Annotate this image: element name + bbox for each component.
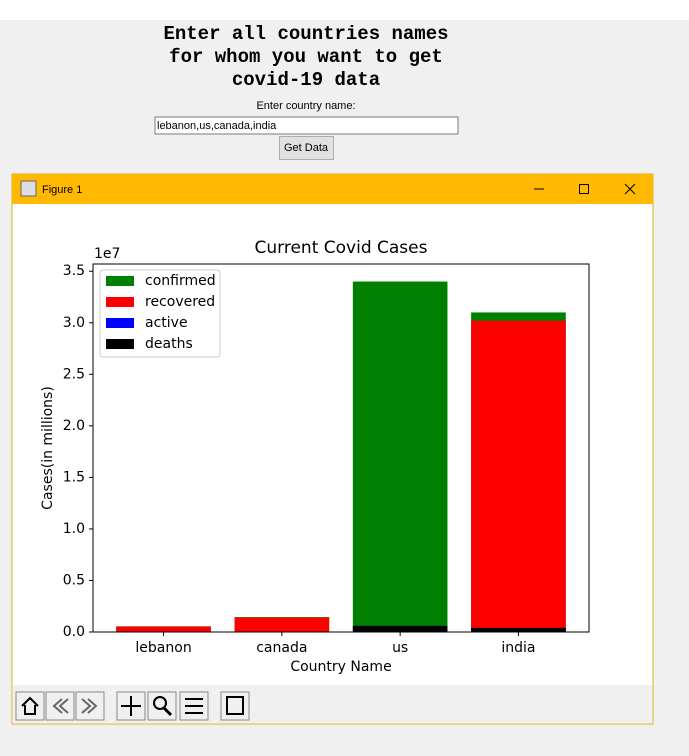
prompt-line: covid-19 data — [232, 69, 380, 91]
y-tick-label: 1.0 — [63, 521, 85, 537]
prompt-line: Enter all countries names — [163, 23, 448, 45]
bar — [234, 617, 330, 632]
x-tick-label: canada — [256, 640, 307, 656]
y-tick-label: 3.5 — [63, 263, 85, 279]
legend-box — [99, 269, 221, 358]
y-tick-label: 3.0 — [63, 315, 85, 331]
zoom-button[interactable] — [147, 691, 177, 721]
legend-swatch — [106, 276, 134, 286]
bar — [352, 281, 448, 632]
legend-swatch — [106, 297, 134, 307]
y-tick-label: 0.0 — [63, 624, 85, 640]
home-button[interactable] — [15, 691, 45, 721]
zoom-icon — [153, 696, 167, 710]
bar — [471, 627, 566, 632]
legend-label: deaths — [145, 336, 193, 352]
legend-label: confirmed — [145, 273, 216, 289]
x-tick-label: india — [501, 640, 535, 656]
y-tick-label: 2.5 — [63, 366, 85, 382]
back-icon — [52, 698, 69, 714]
bar — [116, 626, 211, 632]
home-icon — [21, 696, 39, 715]
save-icon — [226, 696, 244, 715]
get-data-button[interactable] — [279, 136, 334, 160]
title-bar — [12, 174, 653, 204]
entry-text: lebanon,us,canada,india — [157, 120, 277, 132]
configure-button[interactable] — [179, 691, 209, 721]
y-tick-label: 0.5 — [63, 572, 85, 588]
y-tick-label: 1.5 — [63, 469, 85, 485]
button-text: Get Data — [284, 142, 329, 154]
forward-icon — [81, 698, 98, 714]
configure-icon — [185, 698, 203, 714]
zoom-handle — [162, 706, 173, 717]
legend-swatch — [106, 318, 134, 328]
app-icon — [20, 180, 37, 197]
y-axis-label: Cases(in millions) — [40, 386, 56, 510]
toolbar — [13, 685, 652, 723]
top-strip — [0, 0, 689, 20]
x-tick-label: lebanon — [135, 640, 191, 656]
y-offset-text: 1e7 — [94, 246, 120, 262]
legend-label: active — [145, 315, 188, 331]
country-entry[interactable] — [154, 116, 459, 135]
close-button[interactable] — [624, 183, 636, 195]
x-axis-label: Country Name — [290, 659, 391, 675]
legend-label: recovered — [145, 294, 215, 310]
legend-swatch — [106, 339, 134, 349]
prompt-line: for whom you want to get — [169, 46, 443, 68]
chart-title: Current Covid Cases — [255, 238, 428, 258]
bar — [352, 625, 448, 632]
pan-icon — [121, 696, 141, 716]
maximize-button[interactable] — [579, 184, 589, 194]
x-tick-label: us — [392, 640, 408, 656]
window-title: Figure 1 — [42, 184, 82, 196]
entry-label: Enter country name: — [256, 100, 355, 112]
bar — [471, 320, 566, 632]
axes-frame — [92, 263, 590, 633]
y-tick-label: 2.0 — [63, 418, 85, 434]
